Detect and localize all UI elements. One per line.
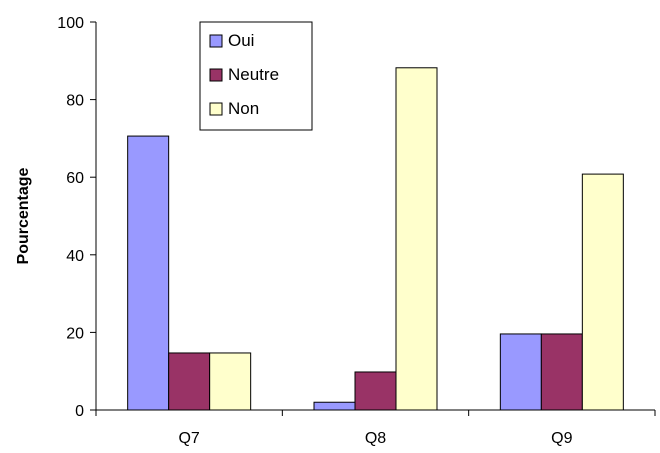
- legend-swatch-oui: [209, 34, 223, 48]
- y-tick-label: 100: [57, 15, 84, 32]
- bar-oui-q8: [313, 401, 356, 411]
- bar-non-q8: [395, 67, 438, 411]
- bar-neutre-q8: [354, 371, 397, 411]
- bar-neutre-q7: [168, 352, 211, 411]
- legend-label-neutre: Neutre: [228, 65, 279, 84]
- y-ticks: 0 20 40 60 80 100: [57, 15, 96, 420]
- bar-oui-q9: [499, 333, 542, 411]
- bars: [127, 67, 624, 411]
- legend: Oui Neutre Non: [199, 21, 313, 131]
- bar-oui-q7: [127, 135, 170, 411]
- legend-swatch-neutre: [209, 68, 223, 82]
- legend-swatch-non: [209, 102, 223, 116]
- legend-items: Oui Neutre Non: [209, 31, 279, 118]
- bar-non-q9: [581, 173, 624, 411]
- y-tick-label: 80: [66, 93, 84, 110]
- legend-label-non: Non: [228, 99, 259, 118]
- x-tick-label: Q9: [551, 430, 572, 447]
- y-tick-label: 20: [66, 325, 84, 342]
- y-tick-label: 60: [66, 170, 84, 187]
- x-tick-label: Q8: [365, 430, 386, 447]
- x-tick-label: Q7: [178, 430, 199, 447]
- y-tick-label: 40: [66, 248, 84, 265]
- bar-non-q7: [209, 352, 252, 411]
- bar-neutre-q9: [540, 333, 583, 411]
- y-tick-label: 0: [75, 403, 84, 420]
- x-ticks: Q7 Q8 Q9: [95, 410, 656, 447]
- legend-label-oui: Oui: [228, 31, 254, 50]
- y-axis-label: Pourcentage: [15, 167, 32, 264]
